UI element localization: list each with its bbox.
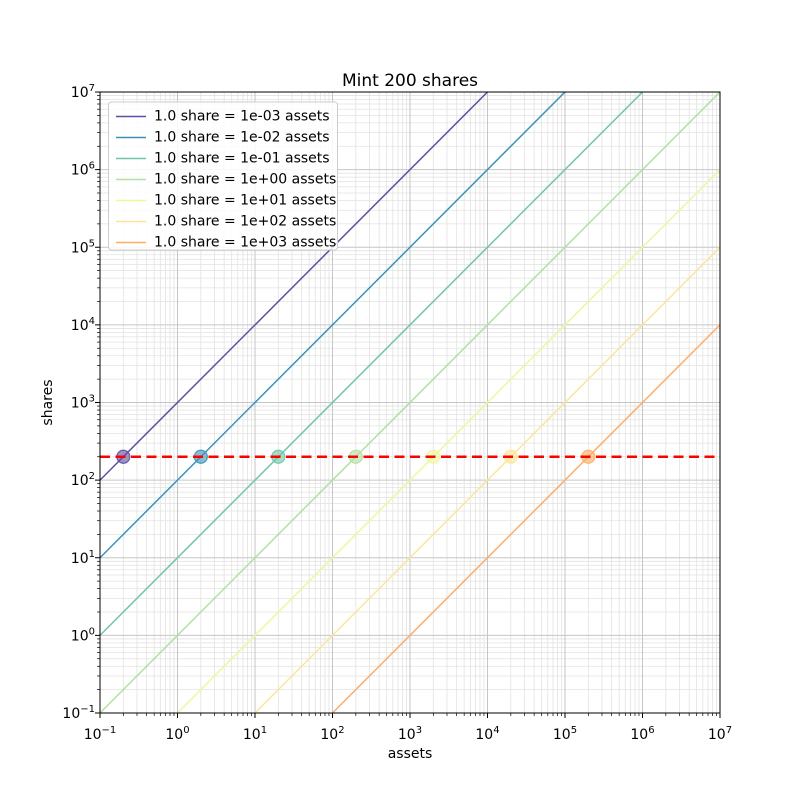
- legend-frame: [108, 101, 338, 251]
- series-line: [100, 92, 566, 559]
- chart-title: Mint 200 shares: [342, 71, 478, 91]
- x-tick-label: 10−1: [84, 725, 117, 743]
- y-tick-label: 104: [71, 316, 95, 334]
- x-tick-labels: 10−1 100 101 102 103 104 105 106 107: [84, 725, 732, 743]
- y-tick-label: 100: [71, 626, 95, 644]
- series-line: [100, 92, 644, 636]
- y-tick-labels: 10−1 100 101 102 103 104 105 106 107: [62, 83, 95, 722]
- y-tick-label: 101: [71, 549, 95, 567]
- series-line: [100, 92, 720, 713]
- y-tick-label: 10−1: [62, 704, 95, 722]
- tick-marks: [95, 91, 721, 718]
- x-tick-label: 102: [320, 725, 344, 743]
- x-tick-label: 100: [165, 725, 189, 743]
- legend-entry-label: 1.0 share = 1e-02 assets: [154, 130, 330, 146]
- y-tick-label: 102: [71, 471, 95, 489]
- legend-entry-label: 1.0 share = 1e+02 assets: [154, 214, 336, 230]
- x-tick-label: 101: [243, 725, 267, 743]
- series-lines: [100, 92, 720, 713]
- x-tick-label: 103: [398, 725, 422, 743]
- series-line: [176, 169, 720, 713]
- x-axis-label: assets: [388, 746, 433, 762]
- y-tick-label: 105: [71, 238, 95, 256]
- axis-labels: assets shares Mint 200 shares: [40, 71, 478, 762]
- y-axis-label: shares: [40, 379, 56, 425]
- y-tick-label: 103: [71, 394, 95, 412]
- series-line: [254, 246, 720, 713]
- y-tick-label: 106: [71, 161, 95, 179]
- x-tick-label: 104: [475, 725, 499, 743]
- legend-entry-label: 1.0 share = 1e-03 assets: [154, 109, 330, 125]
- x-tick-label: 106: [630, 725, 654, 743]
- series-line: [331, 324, 720, 713]
- legend-entry-label: 1.0 share = 1e-01 assets: [154, 151, 330, 167]
- x-tick-label: 107: [708, 725, 732, 743]
- y-tick-label: 107: [71, 83, 95, 101]
- legend: 1.0 share = 1e-03 assets 1.0 share = 1e-0…: [108, 101, 338, 251]
- legend-entry-label: 1.0 share = 1e+01 assets: [154, 193, 336, 209]
- series-line: [100, 92, 489, 481]
- x-tick-label: 105: [553, 725, 577, 743]
- legend-entry-label: 1.0 share = 1e+03 assets: [154, 235, 336, 251]
- legend-entry-label: 1.0 share = 1e+00 assets: [154, 172, 336, 188]
